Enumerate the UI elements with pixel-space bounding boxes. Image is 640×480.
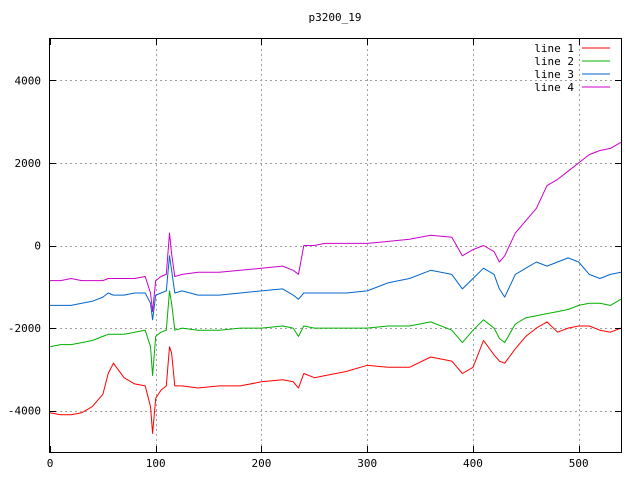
y-tick-label: 0: [34, 240, 41, 253]
tick-labels: 0 100 200 300 400 500 -4000 -2000 0 2000 4000: [8, 39, 621, 470]
grid: [50, 39, 621, 452]
y-tick-label: 2000: [15, 157, 42, 170]
series-line-2: [49, 290, 622, 377]
x-tick-label: 400: [463, 457, 483, 470]
series-line-4: [50, 141, 622, 313]
series-line-3: [50, 255, 622, 321]
legend-label: line 4: [534, 81, 574, 94]
y-tick-label: 4000: [15, 74, 42, 87]
x-tick-label: 100: [146, 457, 166, 470]
x-tick-label: 200: [252, 457, 272, 470]
series-layer: [49, 141, 622, 434]
y-tick-label: -4000: [8, 405, 41, 418]
x-tick-label: 0: [47, 457, 54, 470]
y-tick-label: -2000: [8, 322, 41, 335]
legend-label: line 2: [534, 55, 574, 68]
series-line-1: [49, 321, 622, 434]
legend-label: line 1: [534, 42, 574, 55]
chart-title: p3200_19: [309, 11, 362, 24]
x-tick-label: 300: [357, 457, 377, 470]
legend-label: line 3: [534, 68, 574, 81]
plot-border: [49, 38, 622, 453]
x-tick-label: 500: [569, 457, 589, 470]
